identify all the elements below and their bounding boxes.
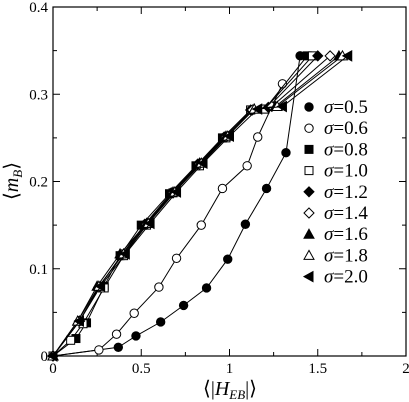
legend-marker bbox=[304, 144, 314, 154]
y-tick-label: 0 bbox=[41, 349, 49, 365]
legend-label: σ=0.6 bbox=[324, 118, 368, 139]
data-point bbox=[155, 317, 166, 327]
y-tick-label: 0.3 bbox=[29, 87, 48, 103]
series-6 bbox=[47, 49, 345, 361]
series-line bbox=[52, 55, 308, 357]
x-tick-label: 1.5 bbox=[308, 361, 327, 377]
data-point bbox=[223, 130, 234, 142]
data-point bbox=[131, 331, 141, 341]
series-line bbox=[52, 55, 340, 357]
legend-marker bbox=[304, 102, 314, 112]
data-point bbox=[261, 183, 272, 194]
y-axis-label: ⟨mB⟩ bbox=[1, 162, 25, 200]
data-point bbox=[223, 254, 233, 264]
data-point bbox=[253, 132, 263, 142]
series-0 bbox=[48, 51, 305, 361]
data-point bbox=[154, 282, 164, 292]
legend-marker bbox=[303, 228, 315, 239]
y-tick-label: 0.1 bbox=[29, 262, 48, 278]
data-point bbox=[111, 329, 122, 339]
x-tick-label: 0.5 bbox=[132, 361, 151, 377]
data-point bbox=[178, 300, 189, 311]
y-tick-label: 0.2 bbox=[29, 175, 48, 191]
legend-label: σ=1.8 bbox=[324, 245, 368, 266]
legend-marker bbox=[303, 186, 315, 198]
data-point bbox=[144, 217, 155, 230]
data-point bbox=[341, 50, 353, 62]
x-tick-label: 1 bbox=[226, 361, 234, 377]
data-point bbox=[242, 161, 252, 171]
data-point bbox=[276, 100, 287, 113]
data-point bbox=[217, 183, 228, 194]
data-point bbox=[66, 335, 76, 345]
series-line bbox=[52, 55, 343, 357]
data-point bbox=[324, 50, 336, 62]
x-tick-label: 0 bbox=[49, 361, 57, 377]
data-point bbox=[170, 186, 182, 198]
legend-label: σ=0.8 bbox=[324, 139, 368, 160]
legend-label: σ=1.0 bbox=[324, 161, 368, 182]
legend-label: σ=1.4 bbox=[324, 203, 368, 224]
series-8 bbox=[46, 50, 353, 362]
ticks: 0 0.1 0.2 0.3 0.4 0 0.5 1 1.5 2 bbox=[29, 0, 409, 377]
data-point bbox=[277, 79, 288, 89]
series-7 bbox=[47, 49, 349, 361]
data-point bbox=[251, 103, 263, 115]
series-4 bbox=[47, 50, 324, 362]
data-point bbox=[119, 248, 130, 260]
legend-marker bbox=[303, 207, 315, 219]
data-point bbox=[46, 350, 58, 362]
data-point bbox=[201, 283, 212, 293]
y-tick-label: 0.4 bbox=[29, 0, 48, 16]
series-1 bbox=[48, 79, 288, 361]
data-point bbox=[94, 280, 106, 293]
series-line bbox=[52, 55, 349, 357]
data-point bbox=[312, 50, 324, 62]
legend-label: σ=1.6 bbox=[324, 224, 368, 245]
series-layer bbox=[46, 49, 353, 362]
data-point bbox=[94, 345, 104, 355]
data-point bbox=[196, 220, 206, 230]
data-point bbox=[281, 148, 291, 158]
x-axis-label: ⟨|HEB|⟩ bbox=[203, 378, 257, 402]
legend: σ=0.5σ=0.6σ=0.8σ=1.0σ=1.2σ=1.4σ=1.6σ=1.8… bbox=[302, 97, 368, 288]
data-point bbox=[171, 253, 182, 263]
data-point bbox=[73, 315, 84, 327]
legend-marker bbox=[303, 249, 315, 260]
series-line bbox=[52, 55, 331, 357]
legend-label: σ=0.5 bbox=[324, 97, 368, 118]
data-point bbox=[196, 157, 208, 170]
legend-marker bbox=[304, 123, 314, 133]
legend-label: σ=1.2 bbox=[324, 182, 368, 203]
legend-marker bbox=[302, 270, 314, 283]
legend-marker bbox=[304, 166, 314, 176]
data-point bbox=[129, 308, 139, 318]
data-point bbox=[113, 342, 124, 352]
legend-label: σ=2.0 bbox=[324, 267, 368, 288]
x-tick-label: 2 bbox=[402, 361, 409, 377]
data-point bbox=[240, 219, 251, 229]
